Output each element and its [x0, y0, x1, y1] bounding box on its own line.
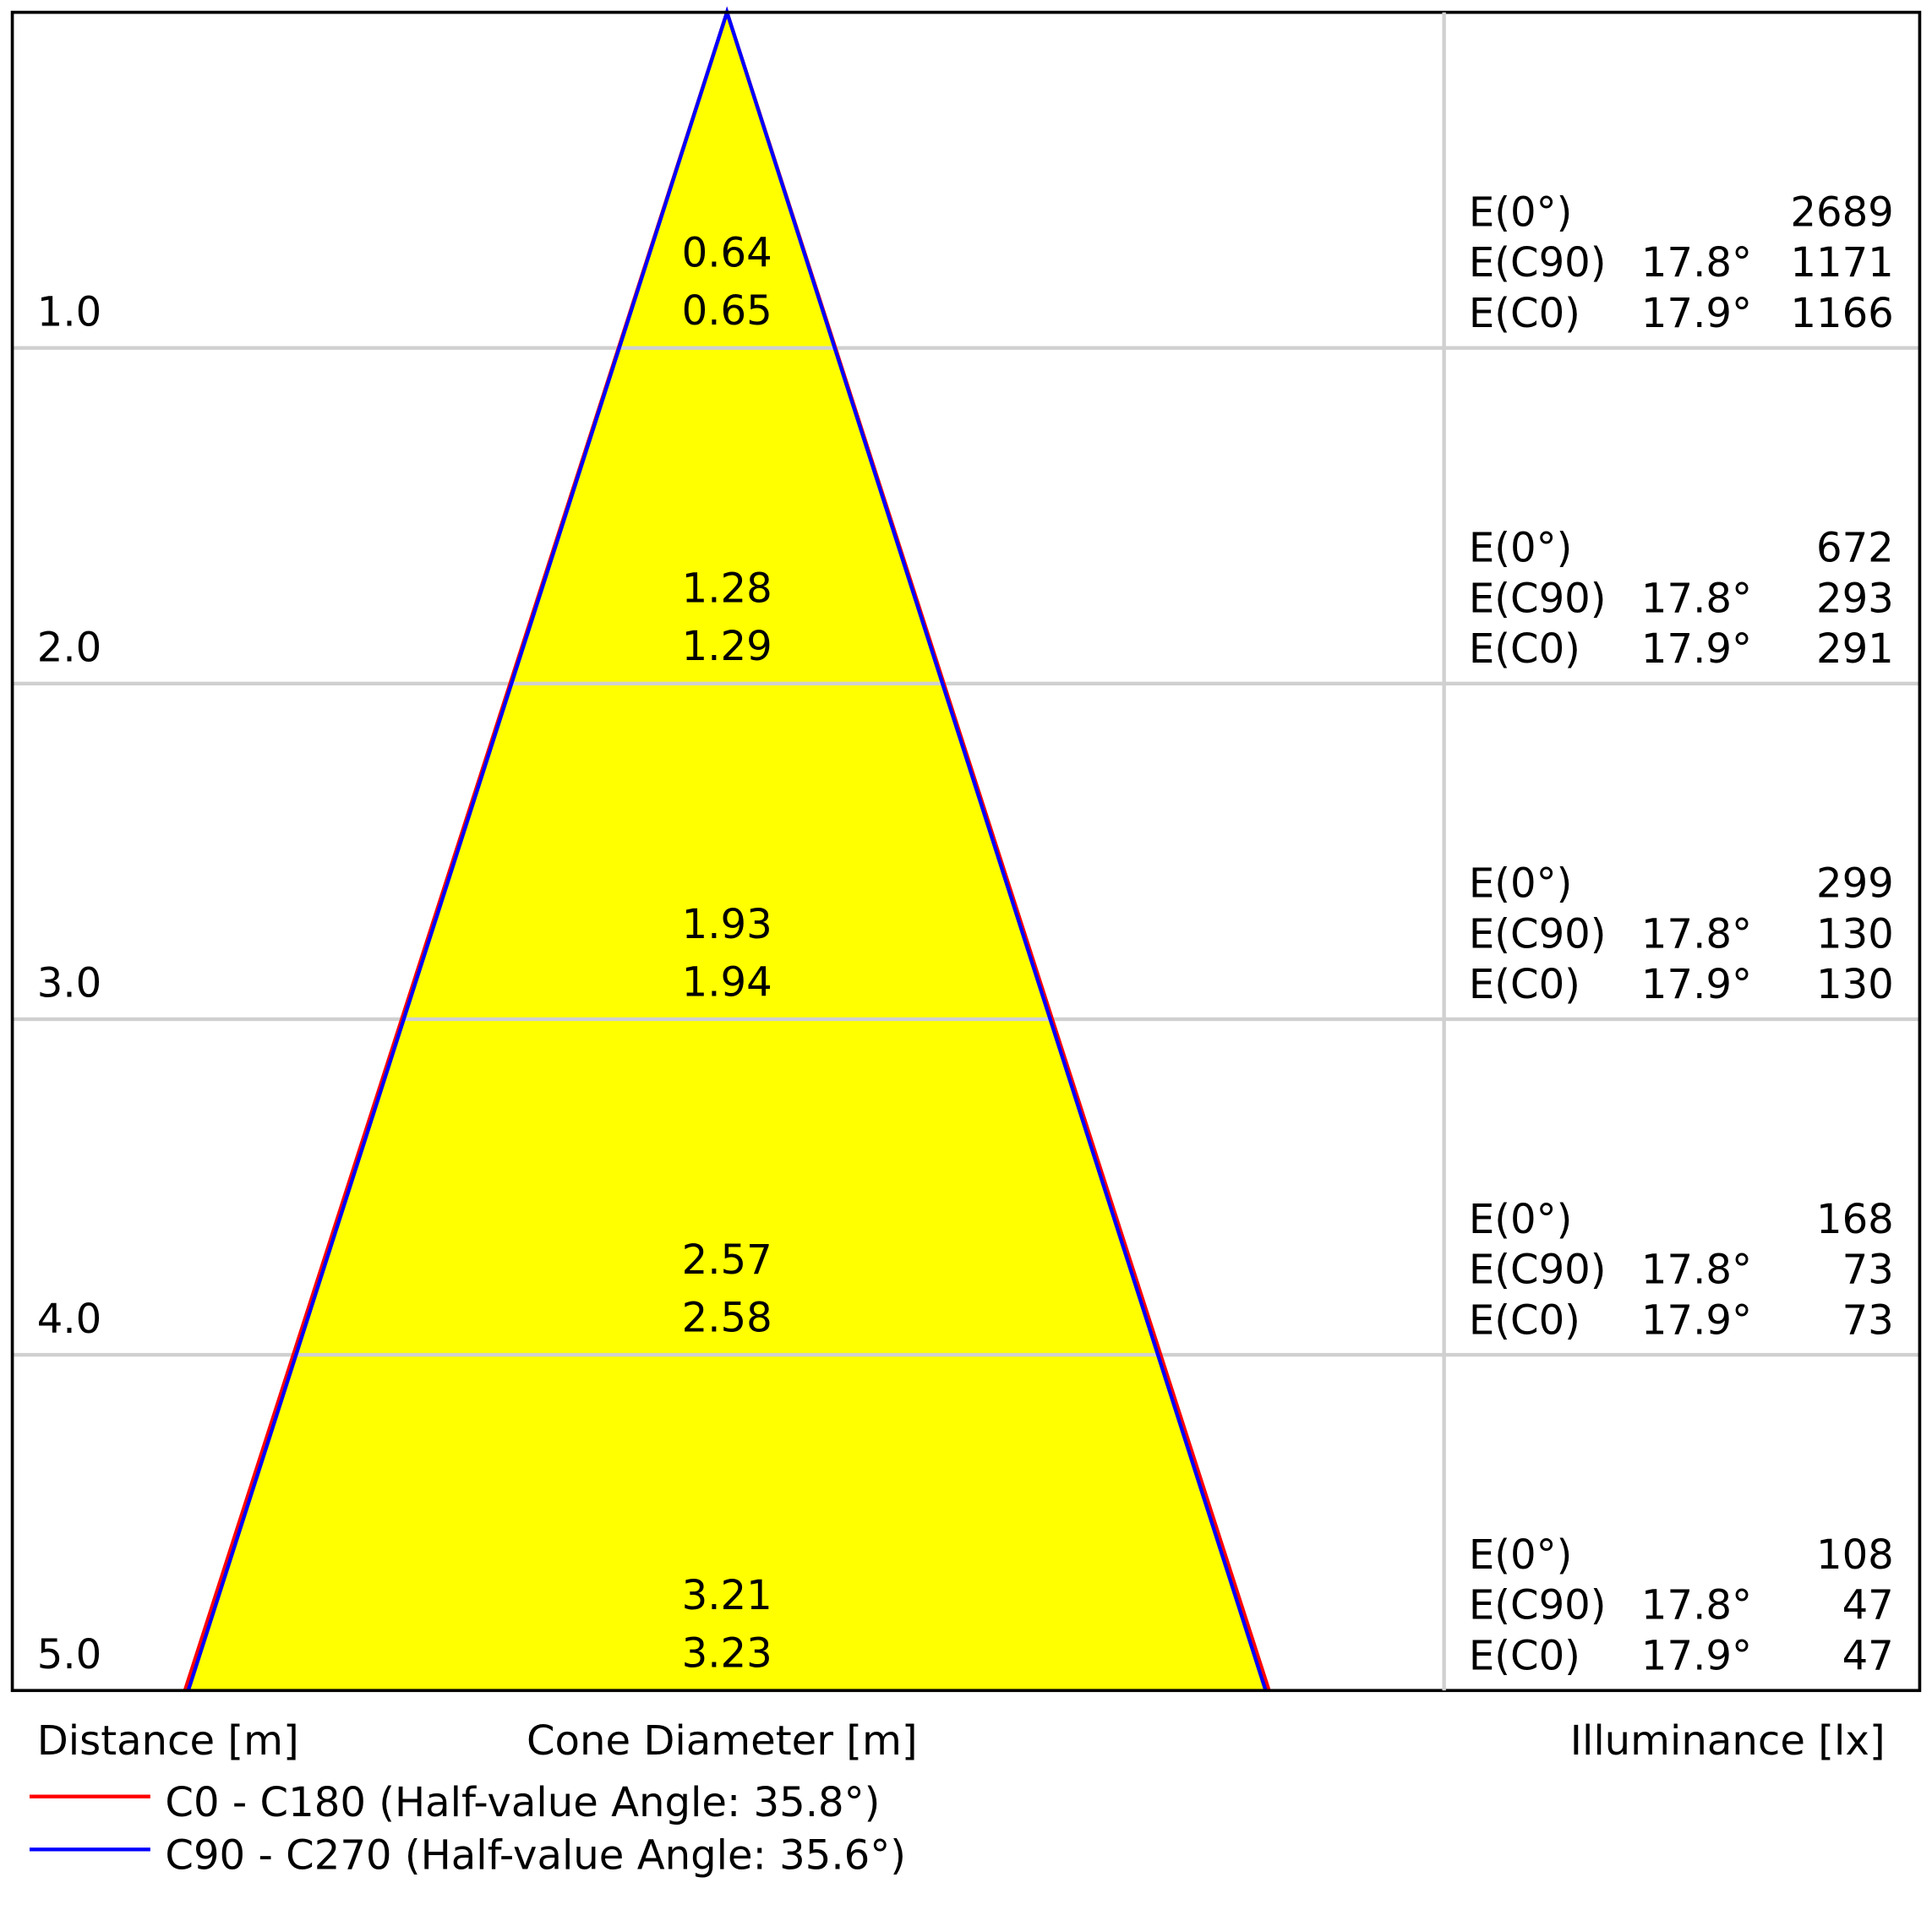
ec90-value: 73: [1842, 1247, 1894, 1294]
distance-label: 1.0: [37, 288, 102, 336]
ec0-value: 73: [1842, 1296, 1894, 1344]
ec0-angle: 17.9°: [1641, 290, 1752, 337]
cone-fill: [184, 12, 1269, 1691]
e0-label: E(0°): [1469, 188, 1573, 236]
ec0-value: 130: [1816, 961, 1894, 1008]
illuminance-axis-label: Illuminance [lx]: [1570, 1717, 1886, 1765]
ec90-value: 130: [1816, 910, 1894, 958]
e0-value: 168: [1816, 1196, 1894, 1243]
ec90-angle: 17.8°: [1641, 910, 1752, 958]
ec0-label: E(C0): [1469, 290, 1580, 337]
ec90-angle: 17.8°: [1641, 1582, 1752, 1629]
e0-value: 672: [1816, 525, 1894, 572]
e0-label: E(0°): [1469, 860, 1573, 908]
diameter-c90-label: 1.93: [682, 901, 772, 948]
legend-label: C0 - C180 (Half-value Angle: 35.8°): [165, 1779, 880, 1826]
ec0-label: E(C0): [1469, 625, 1580, 673]
e0-value: 108: [1816, 1531, 1894, 1579]
frame: [10, 10, 1922, 1693]
row-4.0: 4.0 2.57 2.58 E(0°) 168 E(C90) 17.8° 73 E(C0) 17.…: [37, 1196, 1894, 1345]
row-1.0: 1.0 0.64 0.65 E(0°) 2689 E(C90) 17.8° 1171 E(C0)…: [37, 188, 1894, 337]
diameter-c0-label: 3.23: [682, 1630, 772, 1678]
diameter-axis-label: Cone Diameter [m]: [527, 1717, 918, 1765]
diameter-c0-label: 0.65: [682, 287, 772, 335]
ec0-angle: 17.9°: [1641, 625, 1752, 673]
distance-label: 2.0: [37, 625, 102, 672]
ec90-label: E(C90): [1469, 239, 1607, 287]
ec90-label: E(C90): [1469, 1247, 1607, 1294]
e0-label: E(0°): [1469, 525, 1573, 572]
ec0-value: 1166: [1790, 290, 1893, 337]
ec0-value: 47: [1842, 1632, 1894, 1679]
ec0-label: E(C0): [1469, 961, 1580, 1008]
distance-label: 3.0: [37, 960, 102, 1007]
e0-label: E(0°): [1469, 1196, 1573, 1243]
distance-axis-label: Distance [m]: [37, 1717, 299, 1765]
distance-label: 4.0: [37, 1296, 102, 1343]
ec90-label: E(C90): [1469, 1582, 1607, 1629]
e0-value: 2689: [1790, 188, 1893, 236]
legend: C0 - C180 (Half-value Angle: 35.8°) C90 -…: [29, 1779, 906, 1880]
row-3.0: 3.0 1.93 1.94 E(0°) 299 E(C90) 17.8° 130 E(C0) 17…: [37, 860, 1894, 1009]
diameter-c0-label: 1.94: [682, 958, 772, 1006]
diameter-c90-label: 3.21: [682, 1572, 772, 1619]
ec90-angle: 17.8°: [1641, 575, 1752, 622]
ec0-label: E(C0): [1469, 1632, 1580, 1679]
legend-label: C90 - C270 (Half-value Angle: 35.6°): [165, 1832, 906, 1880]
row-2.0: 2.0 1.28 1.29 E(0°) 672 E(C90) 17.8° 293 E(C0) 17…: [37, 525, 1894, 674]
diameter-c90-label: 0.64: [682, 229, 772, 276]
ec90-value: 47: [1842, 1582, 1894, 1629]
ec90-angle: 17.8°: [1641, 239, 1752, 287]
diameter-c90-label: 1.28: [682, 565, 772, 613]
ec0-value: 291: [1816, 625, 1894, 673]
ec0-angle: 17.9°: [1641, 1296, 1752, 1344]
e0-value: 299: [1816, 860, 1894, 908]
e0-label: E(0°): [1469, 1531, 1573, 1579]
distance-label: 5.0: [37, 1631, 102, 1678]
ec0-angle: 17.9°: [1641, 961, 1752, 1008]
ec90-value: 1171: [1790, 239, 1893, 287]
ec0-angle: 17.9°: [1641, 1632, 1752, 1679]
diameter-c90-label: 2.57: [682, 1236, 772, 1284]
ec0-label: E(C0): [1469, 1296, 1580, 1344]
diameter-c0-label: 1.29: [682, 623, 772, 670]
row-5.0: 5.0 3.21 3.23 E(0°) 108 E(C90) 17.8° 47 E(C0) 17.…: [37, 1531, 1894, 1680]
ec90-label: E(C90): [1469, 910, 1607, 958]
diameter-c0-label: 2.58: [682, 1294, 772, 1341]
ec90-angle: 17.8°: [1641, 1247, 1752, 1294]
ec90-value: 293: [1816, 575, 1894, 622]
ec90-label: E(C90): [1469, 575, 1607, 622]
